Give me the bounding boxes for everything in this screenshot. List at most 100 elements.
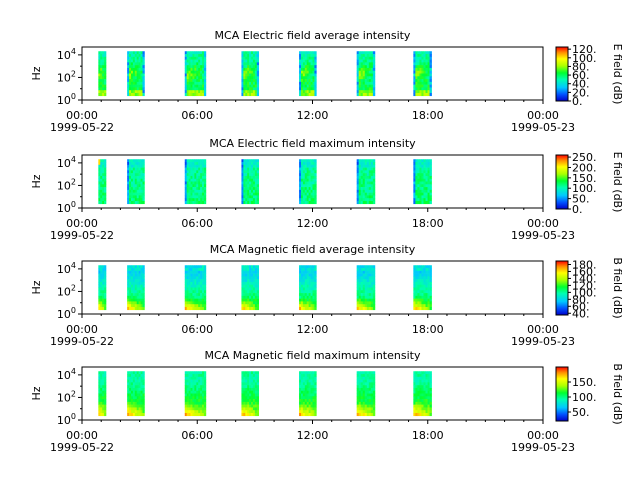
y-tick-label: 100: [57, 306, 76, 321]
colorbar: [555, 154, 569, 210]
x-tick-label: 12:00: [297, 323, 329, 336]
x-date-label: 1999-05-22: [50, 229, 114, 242]
data-segment: [98, 159, 107, 205]
colorbar-tick-label: 120.: [572, 43, 597, 56]
y-axis-label: Hz: [30, 386, 43, 400]
spectrogram-data: [98, 265, 432, 311]
y-tick-label: 102: [57, 283, 76, 298]
data-segment: [356, 265, 376, 311]
data-segment: [299, 265, 317, 311]
spectrogram-data: [98, 51, 432, 97]
colorbar-tick-label: 250.: [572, 151, 597, 164]
panel-3: MCA Magnetic field average intensity 100 1…: [30, 243, 624, 348]
data-segment: [127, 265, 145, 311]
panel-1: MCA Electric field average intensity 100 1…: [30, 29, 624, 134]
x-tick-label: 00:00: [527, 217, 559, 230]
x-tick-label: 00:00: [66, 217, 98, 230]
x-tick-label: 06:00: [181, 109, 213, 122]
colorbar: [555, 46, 569, 102]
data-segment: [241, 371, 260, 417]
y-tick-label: 102: [57, 69, 76, 84]
data-segment: [184, 159, 207, 205]
data-segment: [356, 51, 376, 97]
data-segment: [299, 371, 317, 417]
colorbar-tick-label: 20.: [572, 86, 590, 99]
x-tick-label: 12:00: [297, 217, 329, 230]
x-tick-label: 06:00: [181, 217, 213, 230]
colorbar-tick-label: 60.: [572, 69, 590, 82]
x-tick-label: 12:00: [297, 109, 329, 122]
colorbar-label: B field (dB): [611, 363, 624, 424]
data-segment: [356, 159, 376, 205]
colorbar-tick-label: 0.: [572, 95, 583, 108]
panel-title: MCA Magnetic field average intensity: [210, 243, 416, 256]
x-date-label: 1999-05-23: [511, 229, 575, 242]
colorbar: [555, 366, 569, 422]
data-segment: [127, 51, 145, 97]
x-tick-label: 06:00: [181, 323, 213, 336]
x-tick-label: 12:00: [297, 429, 329, 442]
data-segment: [413, 51, 432, 97]
colorbar-tick-label: 120.: [572, 279, 597, 292]
x-tick-label: 00:00: [66, 323, 98, 336]
panel-title: MCA Magnetic field maximum intensity: [205, 349, 421, 362]
data-segment: [241, 265, 260, 311]
colorbar-tick-label: 0.: [572, 203, 583, 216]
x-date-label: 1999-05-22: [50, 121, 114, 134]
colorbar-tick-label: 40.: [572, 78, 590, 91]
data-segment: [356, 371, 376, 417]
colorbar-tick-label: 100.: [572, 391, 597, 404]
x-date-label: 1999-05-23: [511, 121, 575, 134]
x-tick-label: 00:00: [527, 323, 559, 336]
x-tick-label: 18:00: [412, 217, 444, 230]
y-axis-label: Hz: [30, 280, 43, 294]
panel-title: MCA Electric field average intensity: [215, 29, 411, 42]
data-segment: [413, 159, 432, 205]
x-date-label: 1999-05-22: [50, 335, 114, 348]
y-tick-label: 102: [57, 389, 76, 404]
colorbar-tick-label: 160.: [572, 265, 597, 278]
colorbar-label: E field (dB): [611, 44, 624, 105]
x-date-label: 1999-05-23: [511, 335, 575, 348]
data-segment: [241, 159, 260, 205]
data-segment: [98, 265, 107, 311]
data-segment: [184, 371, 207, 417]
y-tick-label: 100: [57, 92, 76, 107]
data-segment: [299, 51, 317, 97]
data-segment: [184, 51, 207, 97]
data-segment: [413, 371, 432, 417]
colorbar-tick-label: 180.: [572, 258, 597, 271]
x-tick-label: 06:00: [181, 429, 213, 442]
x-tick-label: 18:00: [412, 429, 444, 442]
x-tick-label: 00:00: [66, 109, 98, 122]
x-tick-label: 00:00: [66, 429, 98, 442]
colorbar: [555, 260, 569, 316]
colorbar-tick-label: 50.: [572, 193, 590, 206]
data-segment: [98, 371, 107, 417]
colorbar-label: B field (dB): [611, 257, 624, 318]
panel-2: MCA Electric field maximum intensity 100 1…: [30, 137, 624, 242]
y-axis-label: Hz: [30, 66, 43, 80]
y-tick-label: 104: [57, 367, 76, 382]
colorbar-tick-label: 40.: [572, 307, 590, 320]
colorbar-tick-label: 80.: [572, 60, 590, 73]
data-segment: [413, 265, 432, 311]
colorbar-tick-label: 200.: [572, 161, 597, 174]
y-tick-label: 102: [57, 177, 76, 192]
colorbar-label: E field (dB): [611, 152, 624, 213]
data-segment: [299, 159, 317, 205]
y-tick-label: 100: [57, 200, 76, 215]
x-tick-label: 00:00: [527, 429, 559, 442]
colorbar-tick-label: 60.: [572, 300, 590, 313]
colorbar-tick-label: 100.: [572, 52, 597, 65]
colorbar-tick-label: 80.: [572, 293, 590, 306]
x-tick-label: 18:00: [412, 109, 444, 122]
x-date-label: 1999-05-22: [50, 441, 114, 454]
colorbar-tick-label: 100.: [572, 286, 597, 299]
panel-4: MCA Magnetic field maximum intensity 100 1…: [30, 349, 624, 454]
x-date-label: 1999-05-23: [511, 441, 575, 454]
colorbar-tick-label: 50.: [572, 406, 590, 419]
y-axis-label: Hz: [30, 174, 43, 188]
